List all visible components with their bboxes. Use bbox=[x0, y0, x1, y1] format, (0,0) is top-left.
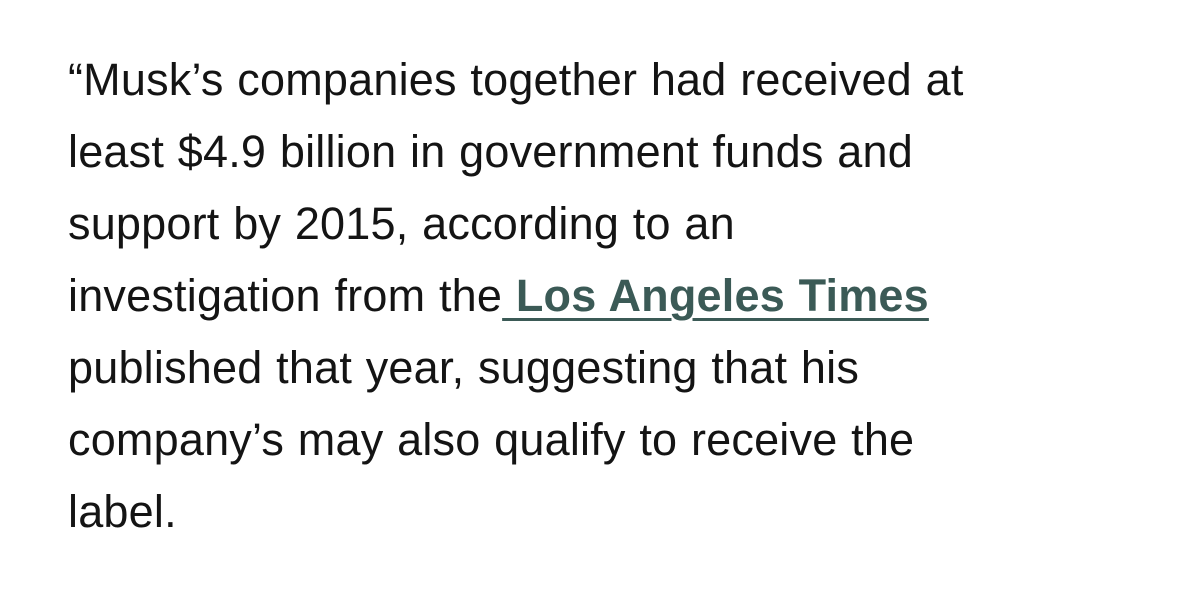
article-quote: “Musk’s companies together had received … bbox=[68, 44, 1148, 548]
quote-line-2: least $4.9 billion in government funds a… bbox=[68, 126, 913, 177]
quote-line-4: investigation from the Los Angeles Times bbox=[68, 260, 1148, 332]
quote-line-4-text: investigation from the bbox=[68, 270, 503, 321]
quote-line-1: “Musk’s companies together had received … bbox=[68, 54, 964, 105]
los-angeles-times-link[interactable]: Los Angeles Times bbox=[502, 270, 929, 321]
quote-line-6: company’s may also qualify to receive th… bbox=[68, 414, 915, 465]
quote-line-7: label. bbox=[68, 486, 177, 537]
quote-line-5: published that year, suggesting that his bbox=[68, 342, 860, 393]
quote-line-3: support by 2015, according to an bbox=[68, 198, 735, 249]
